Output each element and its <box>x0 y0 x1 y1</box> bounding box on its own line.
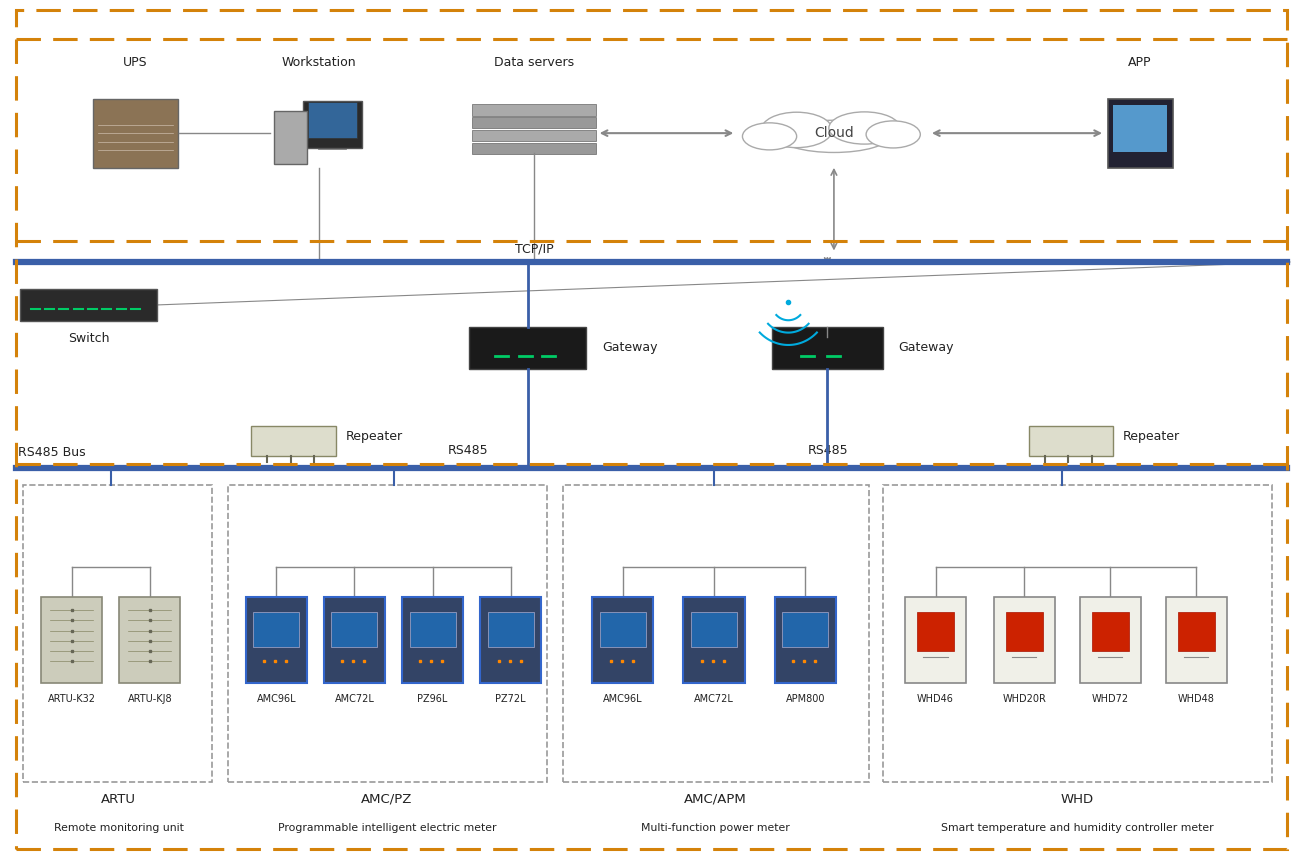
FancyBboxPatch shape <box>472 117 597 128</box>
FancyBboxPatch shape <box>771 327 883 369</box>
FancyBboxPatch shape <box>250 426 336 455</box>
FancyBboxPatch shape <box>21 289 156 321</box>
Text: Multi-function power meter: Multi-function power meter <box>641 823 790 833</box>
Ellipse shape <box>829 112 900 144</box>
FancyBboxPatch shape <box>599 612 646 647</box>
FancyBboxPatch shape <box>1165 597 1227 683</box>
FancyBboxPatch shape <box>1006 612 1042 651</box>
FancyBboxPatch shape <box>409 612 456 647</box>
FancyBboxPatch shape <box>480 597 542 683</box>
Text: ARTU-KJ8: ARTU-KJ8 <box>128 694 172 704</box>
Text: WHD46: WHD46 <box>917 694 954 704</box>
FancyBboxPatch shape <box>782 612 829 647</box>
Text: AMC96L: AMC96L <box>603 694 642 704</box>
Text: Programmable intelligent electric meter: Programmable intelligent electric meter <box>278 823 496 833</box>
Text: APP: APP <box>1128 56 1152 69</box>
Text: Smart temperature and humidity controller meter: Smart temperature and humidity controlle… <box>941 823 1214 833</box>
Text: Switch: Switch <box>68 332 109 345</box>
FancyBboxPatch shape <box>592 597 653 683</box>
Text: WHD48: WHD48 <box>1178 694 1214 704</box>
Ellipse shape <box>761 113 833 148</box>
FancyBboxPatch shape <box>245 597 308 683</box>
Ellipse shape <box>779 120 889 153</box>
Text: PZ96L: PZ96L <box>417 694 448 704</box>
Text: TCP/IP: TCP/IP <box>515 242 554 255</box>
FancyBboxPatch shape <box>472 104 597 115</box>
Text: Repeater: Repeater <box>1123 430 1181 443</box>
Text: Workstation: Workstation <box>281 56 357 69</box>
FancyBboxPatch shape <box>42 597 102 683</box>
FancyBboxPatch shape <box>94 99 177 168</box>
Text: WHD: WHD <box>1061 793 1095 806</box>
FancyBboxPatch shape <box>472 143 597 155</box>
Text: Gateway: Gateway <box>899 341 954 355</box>
Ellipse shape <box>743 123 796 150</box>
FancyBboxPatch shape <box>1092 612 1128 651</box>
FancyBboxPatch shape <box>331 612 378 647</box>
Text: Data servers: Data servers <box>494 56 575 69</box>
FancyBboxPatch shape <box>401 597 464 683</box>
Text: Remote monitoring unit: Remote monitoring unit <box>53 823 184 833</box>
Ellipse shape <box>866 121 920 148</box>
Text: AMC/PZ: AMC/PZ <box>361 793 413 806</box>
Text: Repeater: Repeater <box>345 430 403 443</box>
Text: AMC72L: AMC72L <box>694 694 734 704</box>
FancyBboxPatch shape <box>1079 597 1141 683</box>
Text: Gateway: Gateway <box>602 341 658 355</box>
FancyBboxPatch shape <box>274 111 308 164</box>
FancyBboxPatch shape <box>1113 105 1167 153</box>
FancyBboxPatch shape <box>691 612 737 647</box>
FancyBboxPatch shape <box>1029 426 1113 455</box>
Text: WHD72: WHD72 <box>1092 694 1128 704</box>
FancyBboxPatch shape <box>774 597 837 683</box>
FancyBboxPatch shape <box>308 102 357 138</box>
FancyBboxPatch shape <box>994 597 1055 683</box>
Text: AMC/APM: AMC/APM <box>684 793 747 806</box>
Text: RS485: RS485 <box>448 443 489 457</box>
FancyBboxPatch shape <box>1178 612 1214 651</box>
Text: AMC96L: AMC96L <box>257 694 296 704</box>
FancyBboxPatch shape <box>1108 99 1173 168</box>
FancyBboxPatch shape <box>487 612 534 647</box>
FancyBboxPatch shape <box>904 597 967 683</box>
FancyBboxPatch shape <box>324 597 386 683</box>
FancyBboxPatch shape <box>469 327 586 369</box>
Text: WHD20R: WHD20R <box>1002 694 1046 704</box>
Text: UPS: UPS <box>124 56 147 69</box>
FancyBboxPatch shape <box>253 612 300 647</box>
Text: RS485: RS485 <box>808 443 848 457</box>
FancyBboxPatch shape <box>917 612 954 651</box>
FancyBboxPatch shape <box>120 597 180 683</box>
FancyBboxPatch shape <box>472 131 597 141</box>
Text: APM800: APM800 <box>786 694 825 704</box>
Text: AMC72L: AMC72L <box>335 694 374 704</box>
Text: ARTU: ARTU <box>102 793 136 806</box>
FancyBboxPatch shape <box>684 597 745 683</box>
FancyBboxPatch shape <box>302 101 362 148</box>
Text: Cloud: Cloud <box>814 126 853 140</box>
Text: ARTU-K32: ARTU-K32 <box>48 694 95 704</box>
Text: PZ72L: PZ72L <box>495 694 526 704</box>
Text: RS485 Bus: RS485 Bus <box>18 446 86 460</box>
